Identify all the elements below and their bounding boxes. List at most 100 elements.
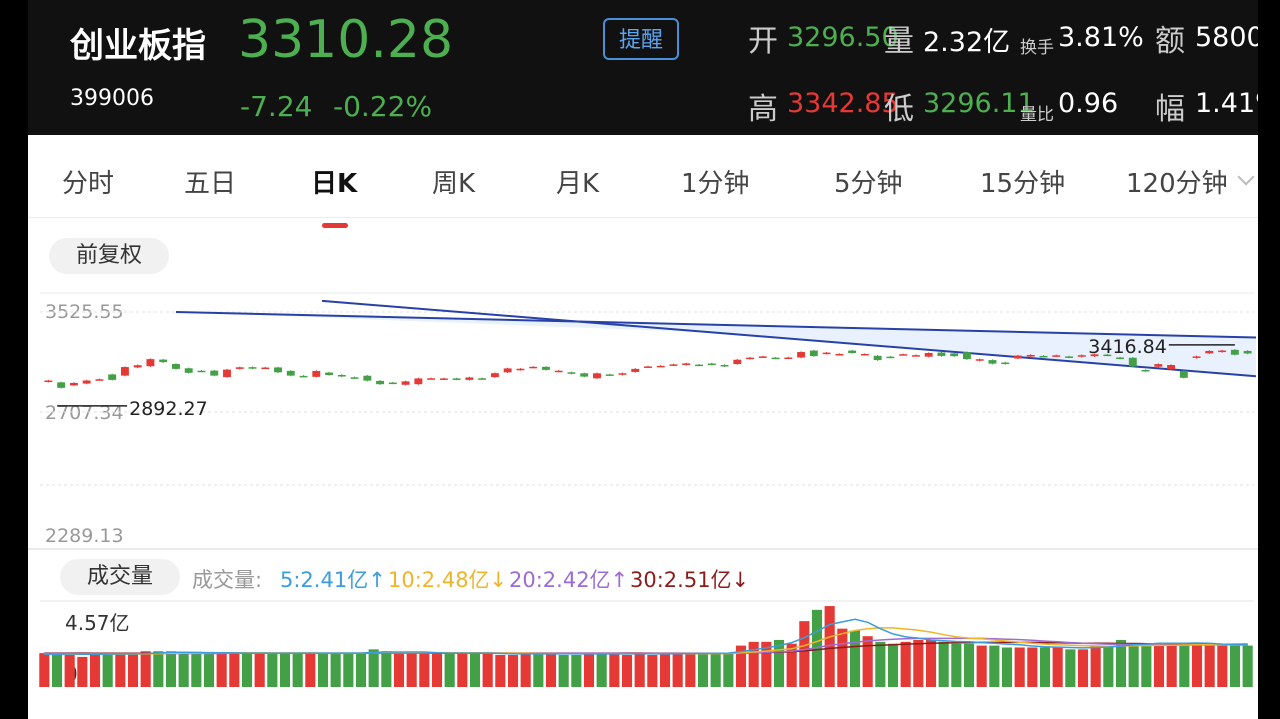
candle-body xyxy=(1039,355,1048,358)
volume-bar xyxy=(1229,645,1241,687)
volume-bar xyxy=(267,653,278,687)
candle-body xyxy=(465,377,474,380)
volume-bar xyxy=(368,649,379,687)
candle-body xyxy=(567,372,576,374)
volume-bar xyxy=(723,653,734,687)
tab-monthly-k[interactable]: 月K xyxy=(556,169,600,199)
candle-body xyxy=(1077,355,1086,357)
tab-five-day[interactable]: 五日 xyxy=(184,169,237,199)
candle-body xyxy=(503,368,512,373)
period-tabs: 分时 五日 日K 周K 月K 1分钟 5分钟 15分钟 120分钟 xyxy=(28,147,1258,228)
volume-bar xyxy=(951,643,962,687)
candle-body xyxy=(924,353,933,357)
volume-bar xyxy=(748,641,759,687)
candle-body xyxy=(541,366,550,370)
open-value: 3296.50 xyxy=(787,22,899,53)
volume-bar xyxy=(583,653,595,687)
volume-bar xyxy=(393,653,405,687)
volume-bar xyxy=(900,641,911,687)
volume-bar xyxy=(317,653,329,687)
tab-intraday[interactable]: 分时 xyxy=(62,169,115,199)
candle-body xyxy=(835,353,844,356)
candle-body xyxy=(1179,370,1188,378)
y-label-bottom: 2289.13 xyxy=(45,525,124,547)
tab-15min[interactable]: 15分钟 xyxy=(980,169,1066,199)
volume-bar xyxy=(216,653,227,687)
volume-bar xyxy=(482,653,493,687)
candle-body xyxy=(1243,350,1252,354)
candle-body xyxy=(1090,354,1099,357)
candle-body xyxy=(644,366,652,368)
candle-body xyxy=(758,356,767,358)
high-value: 3342.85 xyxy=(787,88,899,119)
volume-bar xyxy=(862,636,873,687)
volume-bar xyxy=(913,639,924,687)
candle-body xyxy=(108,374,117,380)
volume-bar xyxy=(672,653,683,687)
candle-body xyxy=(682,363,691,365)
volume-bar xyxy=(634,653,645,687)
volume-bar xyxy=(1052,647,1063,687)
volume-bar xyxy=(533,653,544,687)
volume-bar xyxy=(343,653,354,687)
candle-body xyxy=(733,359,742,365)
candle-body xyxy=(1052,355,1061,357)
candle-body xyxy=(784,357,793,360)
candle-body xyxy=(899,354,908,356)
high-marker-label: 3416.84 xyxy=(1088,336,1167,358)
volume-bar xyxy=(1014,647,1025,687)
volume-bar xyxy=(1141,645,1152,687)
tab-weekly-k[interactable]: 周K xyxy=(432,169,476,199)
candle-body xyxy=(1116,357,1124,360)
volume-bar xyxy=(1217,643,1228,687)
candle-body xyxy=(631,368,640,372)
volume-bar xyxy=(1077,649,1089,687)
candle-body xyxy=(554,370,563,373)
remind-button[interactable]: 提醒 xyxy=(603,18,679,60)
candle-body xyxy=(618,373,627,375)
volume-bar xyxy=(102,655,113,687)
candle-body xyxy=(82,380,91,384)
candle-body xyxy=(669,364,678,366)
volume-bar xyxy=(507,655,519,687)
candle-body xyxy=(478,378,487,380)
ma10-volume-label: 10:2.48亿↓ xyxy=(388,568,508,592)
volume-bar xyxy=(976,645,987,687)
candle-body xyxy=(376,380,385,385)
tab-5min[interactable]: 5分钟 xyxy=(834,169,903,199)
low-value: 3296.11 xyxy=(923,88,1035,119)
active-tab-indicator xyxy=(322,223,348,228)
volume-bar xyxy=(938,641,949,687)
kline-chart[interactable]: 3416.84 2892.27 xyxy=(28,135,1258,719)
volume-bar xyxy=(786,643,797,687)
volume-bar xyxy=(431,653,443,687)
volume-indicator-button[interactable]: 成交量 xyxy=(60,559,180,595)
candle-body xyxy=(133,365,142,368)
volume-bar xyxy=(1166,645,1177,687)
candle-body xyxy=(159,359,168,363)
candle-body xyxy=(286,370,295,376)
candle-body xyxy=(414,378,423,385)
candle-body xyxy=(707,363,716,366)
volume-bar xyxy=(545,653,557,687)
volume-bar xyxy=(609,653,620,687)
tab-daily-k[interactable]: 日K xyxy=(311,169,358,199)
open-label: 开 xyxy=(748,24,778,59)
volume-bar xyxy=(39,653,50,687)
volume-bar xyxy=(51,655,63,687)
ma20-volume-label: 20:2.42亿↑ xyxy=(509,568,629,592)
candle-body xyxy=(325,372,334,376)
candle-body xyxy=(184,368,193,373)
tab-1min[interactable]: 1分钟 xyxy=(681,169,750,199)
index-code: 399006 xyxy=(70,86,154,111)
volume-value: 2.32亿 xyxy=(923,27,1011,58)
candle-body xyxy=(1205,350,1214,354)
candle-body xyxy=(809,350,818,357)
amount-label: 额 xyxy=(1155,24,1185,59)
candle-body xyxy=(95,379,104,381)
candle-body xyxy=(873,355,882,361)
candle-body xyxy=(695,364,703,367)
tab-120min[interactable]: 120分钟 xyxy=(1126,169,1228,199)
adjust-button[interactable]: 前复权 xyxy=(49,238,169,274)
volume-bar xyxy=(824,606,835,687)
